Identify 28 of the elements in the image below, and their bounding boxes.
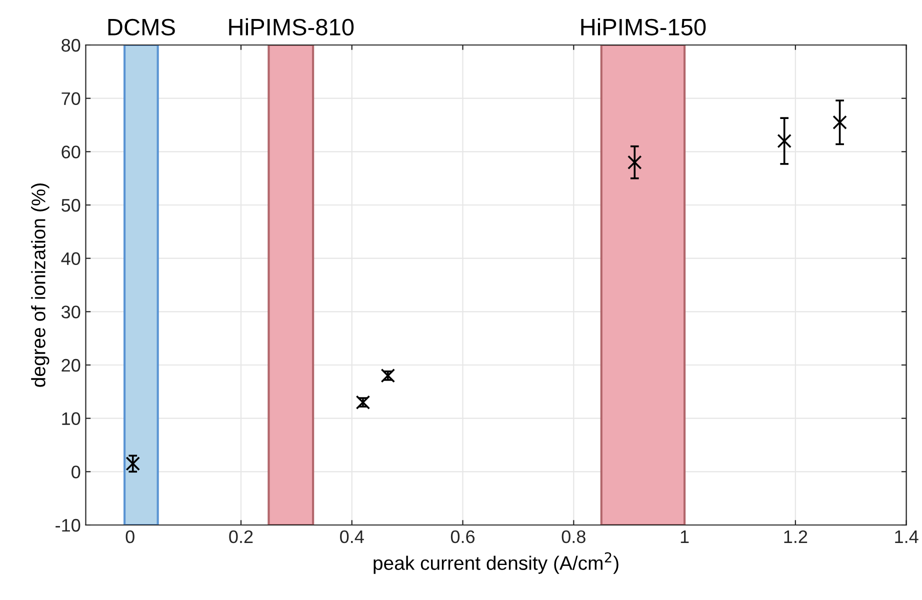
x-tick-label: 0.2 [229, 530, 253, 544]
x-tick-label: 0 [126, 530, 134, 544]
x-tick-label: 1.4 [895, 530, 918, 543]
x-tick-label: 0.8 [562, 530, 586, 544]
band-label: HiPIMS-810 [229, 18, 354, 36]
point [126, 456, 140, 471]
y-axis-title: degree of ionization (%) [31, 184, 50, 387]
point [777, 134, 792, 148]
x-tick-label: 0.6 [450, 530, 475, 544]
y-tick-label: 50 [62, 198, 80, 212]
y-tick-label: 10 [62, 412, 80, 426]
y-tick-label: 30 [61, 306, 80, 318]
x-tick-label: 1 [680, 530, 689, 543]
y-tick-label: 80 [62, 38, 80, 52]
x-axis-title: peak current density (A/cm$^{2}$) [374, 552, 618, 574]
y-tick-label: 40 [61, 252, 80, 266]
y-tick-label: 60 [62, 146, 80, 158]
point [832, 115, 847, 130]
y-tick-label: -10 [56, 518, 80, 532]
band-label: HiPIMS-150 [581, 18, 706, 36]
y-tick-label: 20 [62, 358, 80, 372]
x-tick-label: 1.2 [784, 530, 808, 543]
y-tick-label: 70 [62, 92, 80, 106]
point [627, 155, 642, 170]
y-tick-label: 0 [72, 466, 80, 478]
x-tick-label: 0.4 [340, 530, 364, 544]
band-label: DCMS [108, 18, 175, 36]
point [380, 368, 396, 383]
